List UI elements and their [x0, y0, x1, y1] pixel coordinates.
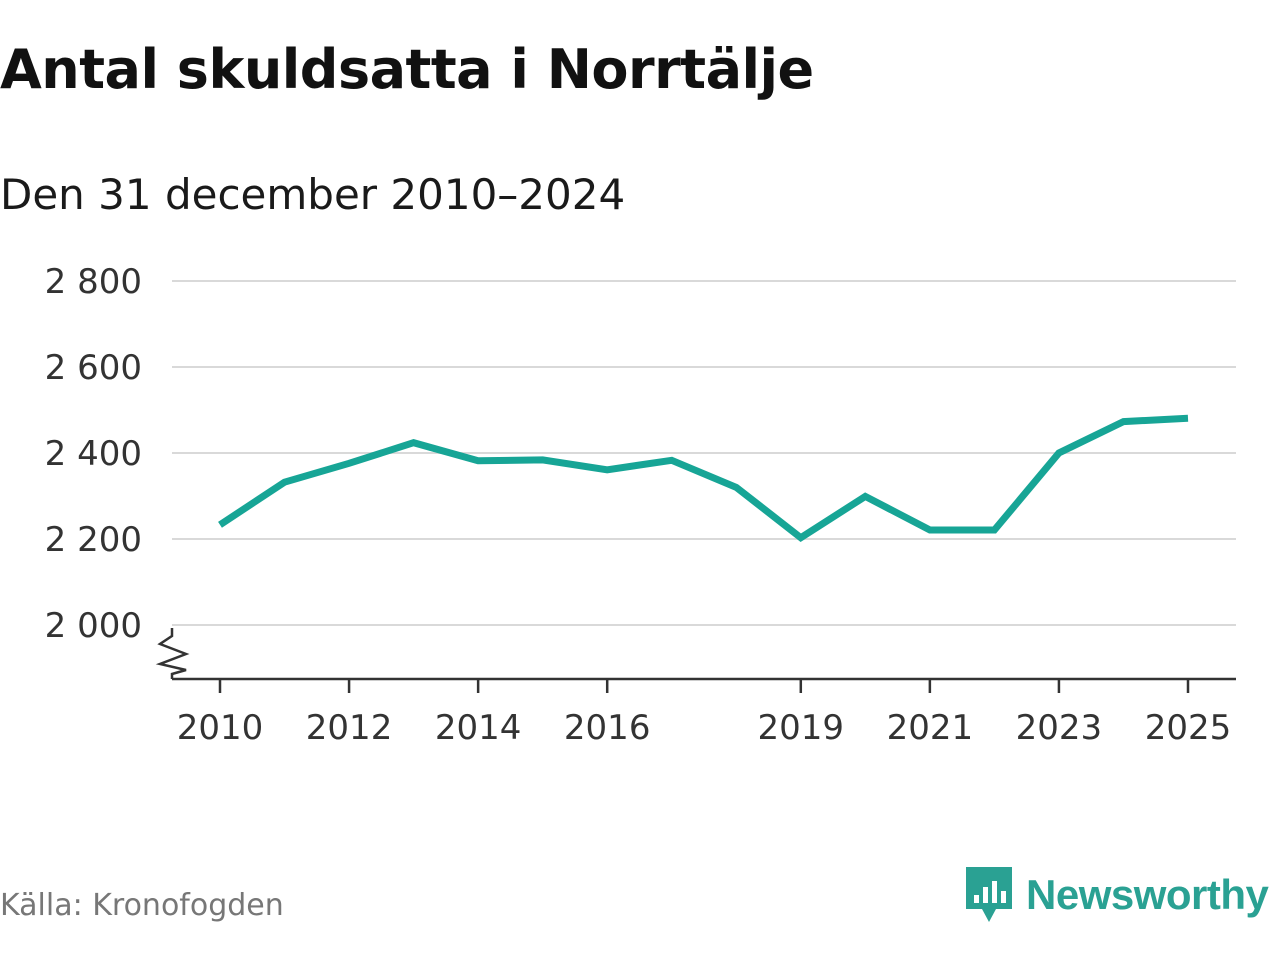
y-tick-labels: 2 000 2 200 2 400 2 600 2 800: [45, 262, 142, 646]
x-tick-label: 2023: [1016, 708, 1103, 748]
x-tick-label: 2014: [435, 708, 522, 748]
y-tick-label: 2 600: [45, 348, 142, 388]
x-axis: [155, 628, 1236, 693]
gridlines: [172, 280, 1236, 626]
y-tick-label: 2 400: [45, 434, 142, 474]
axis-break-marker: [155, 628, 190, 679]
source-note: Källa: Kronofogden: [0, 888, 284, 923]
brand-name: Newsworthy: [1026, 871, 1269, 918]
x-tick-label: 2010: [177, 708, 264, 748]
x-tick-label: 2025: [1145, 708, 1232, 748]
brand-logo: Newsworthy: [964, 864, 1269, 926]
newsworthy-logo-icon: [966, 867, 1012, 922]
y-tick-label: 2 000: [45, 606, 142, 646]
series-layer: [218, 414, 1189, 542]
y-tick-label: 2 800: [45, 262, 142, 302]
x-tick-labels: 2010 2012 2014 2016 2019 2021 2023 2025: [177, 708, 1232, 748]
x-tick-label: 2019: [758, 708, 845, 748]
x-tick-label: 2021: [887, 708, 974, 748]
y-tick-label: 2 200: [45, 520, 142, 560]
x-tick-label: 2016: [564, 708, 651, 748]
chart-subtitle: Den 31 december 2010–2024: [0, 170, 626, 219]
series-line: [218, 414, 1189, 542]
x-tick-label: 2012: [306, 708, 393, 748]
chart-title: Antal skuldsatta i Norrtälje: [0, 38, 814, 101]
